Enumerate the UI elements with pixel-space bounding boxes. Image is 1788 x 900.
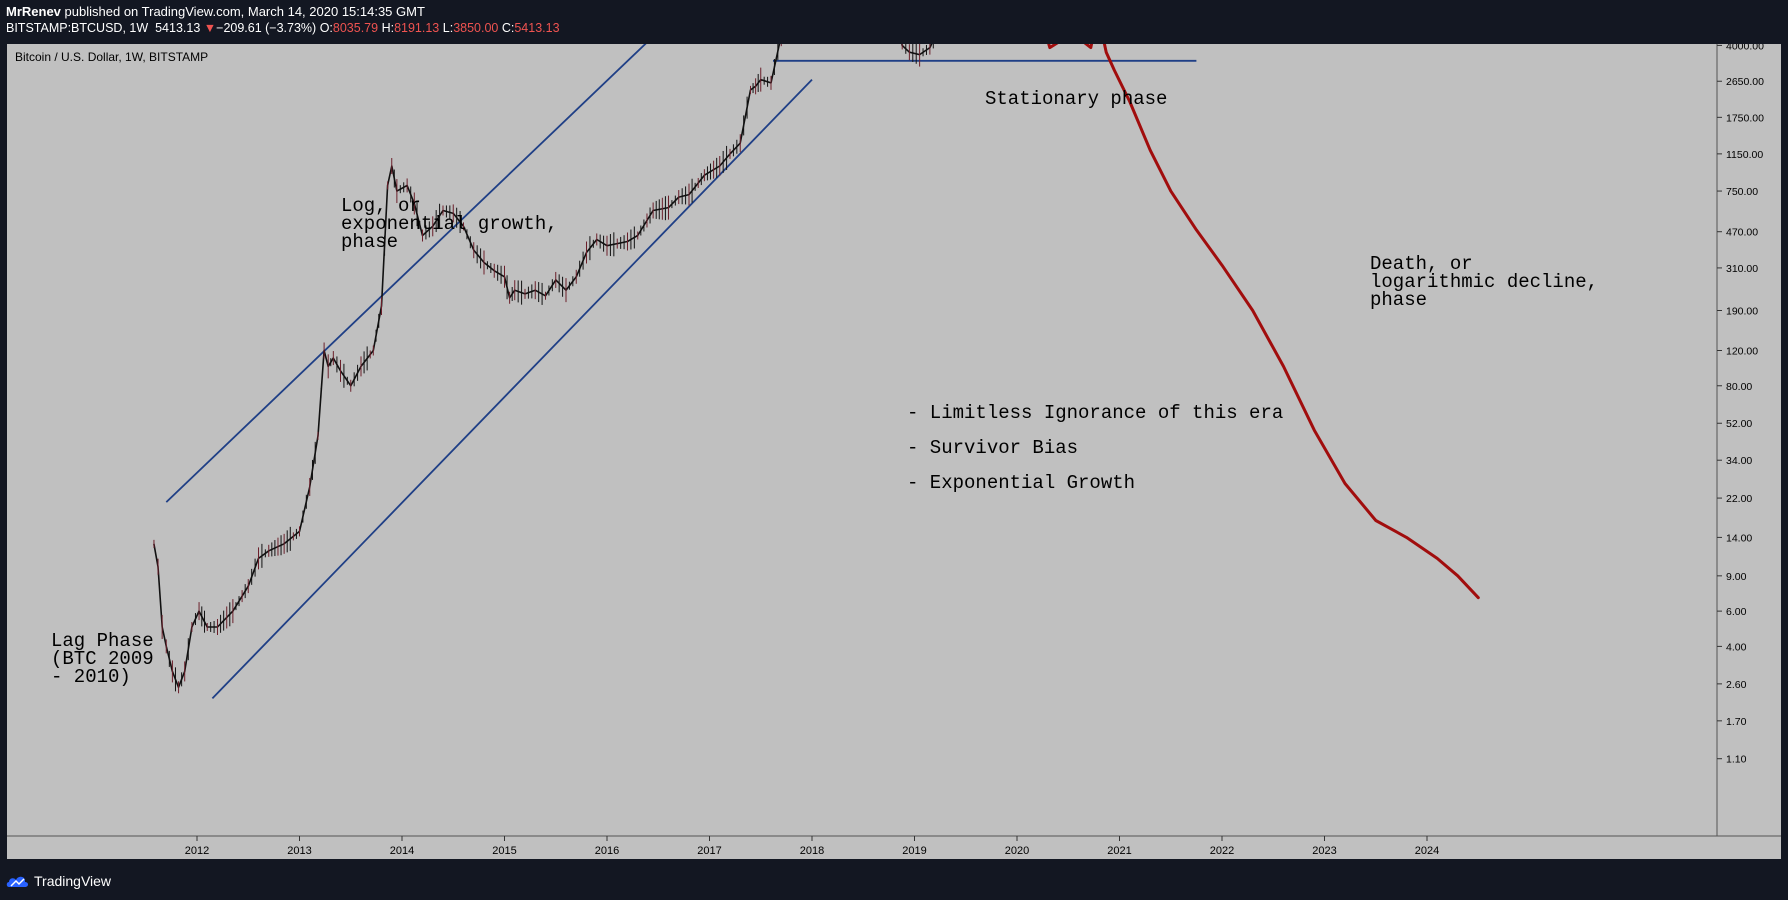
time-tick-label: 2020 <box>1005 845 1029 857</box>
price-axis[interactable]: 57500.0037500.0023500.0015500.009500.006… <box>1717 44 1770 766</box>
price-change: −209.61 (−3.73%) <box>216 21 317 35</box>
price-tick-label: 80.00 <box>1726 381 1752 393</box>
price-tick-label: 22.00 <box>1726 493 1752 505</box>
price-tick-label: 14.00 <box>1726 532 1752 544</box>
time-tick-label: 2022 <box>1210 845 1234 857</box>
price-tick-label: 750.00 <box>1726 186 1758 198</box>
open-value: 8035.79 <box>332 21 379 35</box>
price-tick-label: 6.00 <box>1726 606 1747 618</box>
time-tick-label: 2023 <box>1312 845 1336 857</box>
price-tick-label: 120.00 <box>1726 345 1758 357</box>
chart-background <box>7 44 1781 859</box>
annotation-survivor-bias: - Survivor Bias <box>907 437 1078 459</box>
price-tick-label: 4.00 <box>1726 641 1747 653</box>
price-tick-label: 9.00 <box>1726 571 1747 583</box>
annotation-lag-phase: (BTC 2009 <box>51 648 154 670</box>
close-label: C: <box>501 21 515 35</box>
annotation-death-phase: phase <box>1370 289 1427 311</box>
price-chart[interactable]: 57500.0037500.0023500.0015500.009500.006… <box>0 44 1788 866</box>
last-price: 5413.13 <box>155 21 201 35</box>
publish-info: MrRenev published on TradingView.com, Ma… <box>6 4 425 19</box>
time-tick-label: 2014 <box>390 845 414 857</box>
price-tick-label: 1.10 <box>1726 754 1747 766</box>
low-label: L: <box>442 21 454 35</box>
low-value: 3850.00 <box>453 21 499 35</box>
price-tick-label: 190.00 <box>1726 306 1758 318</box>
annotation-growth-phase: exponential growth, <box>341 213 558 235</box>
close-value: 5413.13 <box>514 21 560 35</box>
time-tick-label: 2018 <box>800 845 824 857</box>
high-value: 8191.13 <box>394 21 440 35</box>
price-tick-label: 310.00 <box>1726 263 1758 275</box>
time-tick-label: 2019 <box>902 845 926 857</box>
publish-date: published on TradingView.com, March 14, … <box>64 4 425 19</box>
chart-header: MrRenev published on TradingView.com, Ma… <box>0 0 1788 44</box>
price-tick-label: 1750.00 <box>1726 112 1764 124</box>
annotation-death-phase: logarithmic decline, <box>1370 271 1598 293</box>
symbol-label[interactable]: BITSTAMP:BTCUSD, 1W <box>6 21 149 35</box>
chart-title: Bitcoin / U.S. Dollar, 1W, BITSTAMP <box>15 50 208 64</box>
time-tick-label: 2017 <box>697 845 721 857</box>
time-tick-label: 2015 <box>492 845 516 857</box>
footer-bar: TradingView <box>0 866 1788 900</box>
price-tick-label: 34.00 <box>1726 455 1752 467</box>
annotation-lag-phase: Lag Phase <box>51 630 154 652</box>
price-tick-label: 1150.00 <box>1726 149 1763 161</box>
author-name[interactable]: MrRenev <box>6 4 61 19</box>
price-tick-label: 52.00 <box>1726 418 1752 430</box>
price-tick-label: 2650.00 <box>1726 76 1764 88</box>
channel-upper-line <box>165 44 647 503</box>
price-tick-label: 470.00 <box>1726 227 1758 239</box>
drawings <box>165 44 1197 700</box>
tradingview-cloud-icon <box>6 876 28 887</box>
high-label: H: <box>381 21 395 35</box>
price-tick-label: 2.60 <box>1726 679 1747 691</box>
channel-lower-line <box>211 78 813 700</box>
price-tick-label: 1.70 <box>1726 716 1747 728</box>
annotation-growth-phase: phase <box>341 231 398 253</box>
annotation-ignorance: - Limitless Ignorance of this era <box>907 402 1283 424</box>
tradingview-logo[interactable]: TradingView <box>6 873 111 889</box>
down-triangle-icon: ▼ <box>203 21 217 35</box>
ohlc-legend: BITSTAMP:BTCUSD, 1W 5413.13 ▼−209.61 (−3… <box>6 21 560 35</box>
annotation-stationary-phase: Stationary phase <box>985 88 1167 110</box>
series-layer <box>153 44 1480 694</box>
time-tick-label: 2021 <box>1107 845 1131 857</box>
time-tick-label: 2024 <box>1415 845 1439 857</box>
time-axis[interactable]: 2012 2013 2014 2015 2016 2017 2018 2019 2020 2021… <box>185 836 1439 857</box>
annotation-lag-phase: - 2010) <box>51 666 131 688</box>
tradingview-brand: TradingView <box>34 873 112 889</box>
price-tick-label: 4000.00 <box>1726 44 1764 52</box>
projection-curve <box>1047 44 1480 600</box>
open-label: O: <box>319 21 333 35</box>
time-tick-label: 2012 <box>185 845 209 857</box>
time-tick-label: 2016 <box>595 845 619 857</box>
annotation-exponential-growth: - Exponential Growth <box>907 472 1135 494</box>
annotation-growth-phase: Log, or <box>341 195 421 217</box>
annotation-death-phase: Death, or <box>1370 253 1473 275</box>
time-tick-label: 2013 <box>287 845 311 857</box>
